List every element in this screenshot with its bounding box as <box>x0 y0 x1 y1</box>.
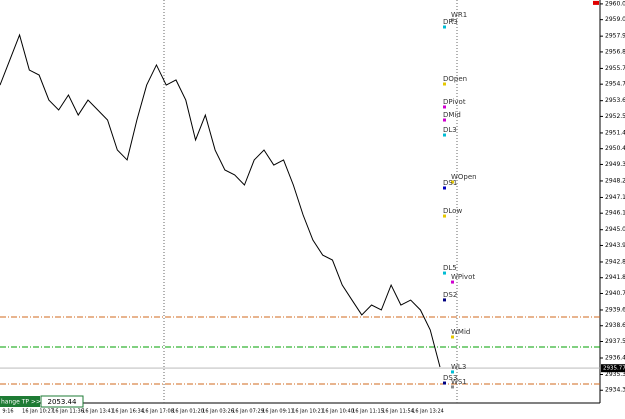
x-tick-label: 16 Jan 11:36 <box>52 409 84 415</box>
y-tick-label: 2951.45 <box>605 129 625 136</box>
y-tick-label: 2946.10 <box>605 210 625 217</box>
level-marker <box>443 82 446 86</box>
level-label: WL3 <box>451 363 466 371</box>
y-tick-label: 2940.75 <box>605 290 625 297</box>
y-tick-label: 2936.45 <box>605 354 625 361</box>
level-marker <box>443 25 446 29</box>
level-marker <box>443 133 446 137</box>
level-label: WR1 <box>451 11 467 19</box>
panel-button-label[interactable]: hange TP >> <box>1 399 41 406</box>
x-tick-label: 16 Jan 17:08 <box>142 409 174 415</box>
x-tick-label: 16 Jan 11:54 <box>382 409 414 415</box>
y-tick-label: 2949.35 <box>605 161 625 168</box>
x-tick-label: 16 Jan 13:41 <box>82 409 114 415</box>
y-tick-label: 2945.00 <box>605 226 625 233</box>
top-marker <box>593 0 599 5</box>
level-marker <box>451 370 454 374</box>
x-tick-label: 16 Jan 10:27 <box>22 409 54 415</box>
x-tick-label: 16 Jan 07:29 <box>232 409 264 415</box>
panel-button[interactable] <box>0 396 40 407</box>
level-marker <box>451 180 454 184</box>
level-label: DR3 <box>443 18 458 26</box>
level-marker <box>443 105 446 109</box>
level-label: WOpen <box>451 173 477 181</box>
y-tick-label: 2943.95 <box>605 242 625 249</box>
level-label: DL5 <box>443 264 457 272</box>
level-marker <box>443 381 446 385</box>
level-marker <box>451 280 454 284</box>
y-tick-label: 2957.90 <box>605 33 625 40</box>
level-label: WS1 <box>451 378 467 386</box>
y-tick-label: 2941.80 <box>605 274 625 281</box>
x-tick-label: 16 Jan 16:34 <box>112 409 144 415</box>
y-tick-label: 2937.55 <box>605 338 625 345</box>
y-tick-label: 2954.70 <box>605 81 625 88</box>
x-tick-label: 16 Jan 01:20 <box>172 409 204 415</box>
panel-field[interactable] <box>40 395 84 408</box>
level-label: DOpen <box>443 75 467 83</box>
level-marker <box>451 18 454 22</box>
level-marker <box>443 118 446 122</box>
y-tick-label: 2960.05 <box>605 0 625 7</box>
y-tick-label: 2952.55 <box>605 113 625 120</box>
level-label: DLow <box>443 207 462 215</box>
x-tick-label: 16 Jan 13:24 <box>412 409 444 415</box>
current-price-label: 2935.77 <box>603 366 625 372</box>
y-tick-label: 2948.25 <box>605 177 625 184</box>
y-tick-label: 2947.15 <box>605 194 625 201</box>
level-marker <box>443 214 446 218</box>
y-tick-label: 2934.30 <box>605 387 625 394</box>
y-tick-label: 2942.85 <box>605 258 625 265</box>
y-tick-label: 2950.40 <box>605 145 625 152</box>
x-tick-label: 16 Jan 03:26 <box>202 409 234 415</box>
price-line <box>0 33 441 368</box>
trade-panel: hange TP >> 2053.44 <box>0 395 84 408</box>
level-marker <box>443 271 446 275</box>
x-tick-label: 16 Jan 09:11 <box>262 409 294 415</box>
x-tick-label: 16 Jan 10:40 <box>322 409 354 415</box>
current-price-tag <box>601 364 625 373</box>
level-marker <box>451 335 454 339</box>
level-label: DPivot <box>443 98 466 106</box>
y-tick-label: 2939.65 <box>605 306 625 313</box>
level-marker <box>443 186 446 190</box>
y-tick-label: 2953.60 <box>605 97 625 104</box>
x-tick-label: 16 Jan 10:21 <box>292 409 324 415</box>
level-label: DS1 <box>443 179 457 187</box>
y-tick-label: 2935.35 <box>605 371 625 378</box>
level-marker <box>451 385 454 389</box>
y-tick-label: 2938.60 <box>605 322 625 329</box>
level-label: WMid <box>451 328 470 336</box>
level-label: WPivot <box>451 273 475 281</box>
y-tick-label: 2955.75 <box>605 65 625 72</box>
level-label: DMid <box>443 111 461 119</box>
panel-field-value: 2053.44 <box>48 398 77 406</box>
level-label: DL3 <box>443 126 457 134</box>
level-label: DS3 <box>443 374 457 382</box>
x-tick-label: 16 Jan 11:15 <box>352 409 384 415</box>
y-tick-label: 2956.85 <box>605 48 625 55</box>
level-label: DS2 <box>443 291 457 299</box>
x-tick-label: 9:16 <box>2 409 13 415</box>
y-tick-label: 2959.00 <box>605 16 625 23</box>
level-marker <box>443 298 446 302</box>
